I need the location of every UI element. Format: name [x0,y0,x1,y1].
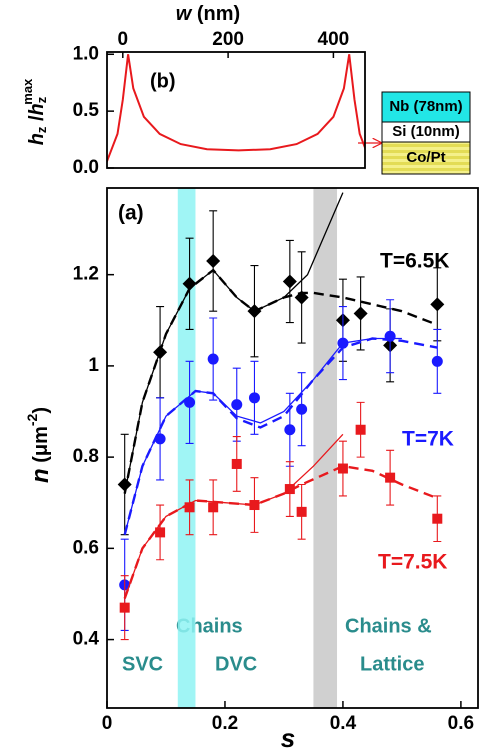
plot-area [107,54,365,165]
y-tick-label: 0.0 [73,157,99,178]
y-label: hz /hzmax [20,78,49,145]
y-tick-label: 1.0 [73,43,99,64]
y-label-part: z [34,96,49,103]
x-tick-label: 0.2 [212,713,238,734]
y-tick-label: 0.4 [73,629,100,650]
point [284,424,296,436]
y-label-part: (μm [30,426,52,468]
y-label-part: max [20,78,35,105]
x-tick-label: 200 [212,29,244,50]
point [284,484,295,495]
y-label-part: ) [30,407,52,414]
point [432,513,443,524]
x-tick-label: 0.4 [330,713,357,734]
x-tick-label: 400 [318,29,350,50]
point [431,355,443,367]
point [231,458,242,469]
point [208,502,219,513]
legend-label: T=7.5K [378,551,447,574]
point [184,396,196,408]
point [207,353,219,365]
line [107,54,365,165]
point [249,500,260,511]
point [153,345,168,360]
y-label-part: h [26,133,48,145]
annotation: SVC [122,653,163,675]
fit-dashed-line [123,464,438,599]
layer-label: Co/Pt [406,149,445,166]
point [231,399,243,411]
y-label-part: n [27,468,54,483]
x-tick-label: 0 [102,713,113,734]
plot-area [117,192,445,641]
layer-label: Nb (78nm) [389,98,462,115]
plot-frame [106,51,366,169]
point [247,304,262,319]
region-band [313,188,338,708]
point [384,330,396,342]
point [206,253,221,268]
point [296,506,307,517]
point [184,502,195,513]
y-tick-label: 0.6 [73,537,99,558]
x-label: w (nm) [176,3,240,25]
point [430,297,445,312]
point [248,392,260,404]
y-tick-label: 0.5 [73,100,100,121]
y-label: n (μm-2) [24,407,55,483]
x-label-var: w [176,3,193,25]
y-tick-label: 0.8 [73,446,99,467]
point [282,274,297,289]
panel-label: (b) [150,70,176,92]
x-tick-label: 0 [118,29,129,50]
layer [381,91,471,123]
plot-frame [106,187,479,709]
point [353,306,368,321]
annotation: Chains & [345,615,432,637]
point [117,477,132,492]
layer-label: Si (10nm) [392,123,460,140]
point [294,290,309,305]
point [337,337,349,349]
legend-label: T=7K [402,428,454,451]
point [296,403,308,415]
point [385,472,396,483]
fit-line [124,192,344,494]
annotation: Lattice [360,653,424,675]
legend-label: T=6.5K [380,250,449,273]
x-tick-label: 0.6 [448,713,474,734]
x-label: s [281,723,295,753]
y-label-part: / [26,115,48,127]
fit-line [124,433,344,599]
y-tick-label: 1.2 [73,264,99,285]
point [182,276,197,291]
point [154,433,166,445]
panel-label: (a) [118,202,144,225]
fit-dashed-line [123,337,438,536]
y-label-part: h [26,103,48,115]
x-label-unit: (nm) [191,3,240,25]
point [337,463,348,474]
y-tick-label: 1 [88,355,99,376]
point [355,424,366,435]
annotation: DVC [215,653,257,675]
y-label-part: z [34,126,49,133]
point [119,602,130,613]
layer [381,141,471,175]
point [155,527,166,538]
y-label-part: -2 [24,413,40,426]
region-band [177,188,196,708]
